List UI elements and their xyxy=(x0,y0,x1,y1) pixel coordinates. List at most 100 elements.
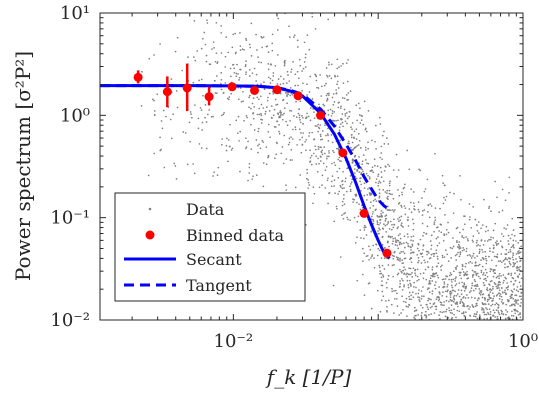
data-point xyxy=(289,94,292,97)
data-point xyxy=(426,225,429,228)
data-point xyxy=(337,106,340,109)
data-point xyxy=(238,79,240,81)
data-point xyxy=(324,169,327,172)
data-point xyxy=(476,311,478,313)
data-point xyxy=(349,190,352,193)
data-point xyxy=(476,244,478,247)
data-point xyxy=(508,260,511,263)
data-point xyxy=(297,84,299,87)
data-point xyxy=(197,117,200,120)
data-point xyxy=(267,123,270,126)
data-point xyxy=(333,101,336,103)
binned-data-point xyxy=(359,208,369,218)
data-point xyxy=(387,163,389,166)
fit-lines xyxy=(100,84,391,260)
data-point xyxy=(388,165,391,168)
data-point xyxy=(474,257,476,259)
data-point xyxy=(356,144,359,147)
data-point xyxy=(310,154,313,157)
data-point xyxy=(278,123,280,126)
data-point xyxy=(199,107,202,109)
data-point xyxy=(481,296,484,299)
data-point xyxy=(394,240,397,243)
data-point xyxy=(424,310,427,313)
data-point xyxy=(456,303,459,305)
data-point xyxy=(496,196,498,199)
data-point xyxy=(204,43,207,46)
x-tick-label: 10⁰ xyxy=(508,331,538,352)
data-point xyxy=(280,152,283,155)
data-point xyxy=(453,297,455,300)
data-point xyxy=(520,301,522,304)
data-point xyxy=(376,165,379,168)
data-point xyxy=(342,125,344,128)
data-point xyxy=(402,279,404,282)
data-point xyxy=(319,135,322,138)
data-point xyxy=(242,100,244,103)
data-point xyxy=(459,174,461,177)
data-point xyxy=(505,287,508,289)
data-point xyxy=(342,217,345,220)
data-point xyxy=(458,282,461,285)
data-point xyxy=(331,175,334,177)
data-point xyxy=(234,52,237,55)
data-point xyxy=(252,97,255,99)
data-point xyxy=(410,211,413,213)
data-point xyxy=(395,153,398,156)
data-point xyxy=(220,114,223,117)
data-point xyxy=(340,160,342,163)
data-point xyxy=(414,274,417,277)
data-point xyxy=(474,265,476,267)
data-point xyxy=(392,237,395,240)
data-point xyxy=(417,278,420,281)
data-point xyxy=(259,95,262,98)
data-point xyxy=(354,155,356,157)
data-point xyxy=(440,303,442,306)
data-point xyxy=(285,184,287,187)
data-point xyxy=(292,60,294,63)
data-point xyxy=(433,312,436,314)
data-point xyxy=(305,138,308,141)
data-point xyxy=(326,179,329,182)
data-point xyxy=(220,83,222,85)
data-point xyxy=(363,187,366,189)
data-point xyxy=(360,237,362,239)
data-point xyxy=(494,272,497,275)
data-point xyxy=(478,314,481,316)
data-point xyxy=(473,279,476,281)
data-point xyxy=(420,312,423,314)
data-point xyxy=(319,74,321,76)
data-point xyxy=(499,281,501,284)
data-point xyxy=(426,253,428,256)
data-point xyxy=(303,61,306,63)
data-point xyxy=(487,311,489,314)
data-point xyxy=(447,289,449,291)
data-point xyxy=(397,220,400,223)
data-point xyxy=(298,114,301,117)
data-point xyxy=(304,66,307,68)
data-point xyxy=(392,169,395,171)
data-point xyxy=(515,299,518,302)
data-point xyxy=(431,292,434,295)
data-point xyxy=(447,260,450,262)
data-point xyxy=(514,294,516,297)
data-point xyxy=(463,223,466,226)
data-point xyxy=(509,297,512,300)
data-point xyxy=(293,115,295,117)
data-point xyxy=(421,197,423,199)
data-point xyxy=(189,111,192,113)
data-point xyxy=(489,247,491,250)
data-point xyxy=(424,188,427,190)
data-point xyxy=(477,232,480,234)
data-point xyxy=(235,72,238,75)
data-point xyxy=(470,290,472,292)
data-point xyxy=(412,285,415,288)
data-point xyxy=(478,248,481,251)
data-point xyxy=(201,129,203,131)
data-point xyxy=(260,118,262,121)
data-point xyxy=(442,202,445,205)
data-point xyxy=(346,122,348,125)
data-point xyxy=(271,79,274,82)
data-point xyxy=(302,82,304,85)
data-point xyxy=(416,254,419,256)
